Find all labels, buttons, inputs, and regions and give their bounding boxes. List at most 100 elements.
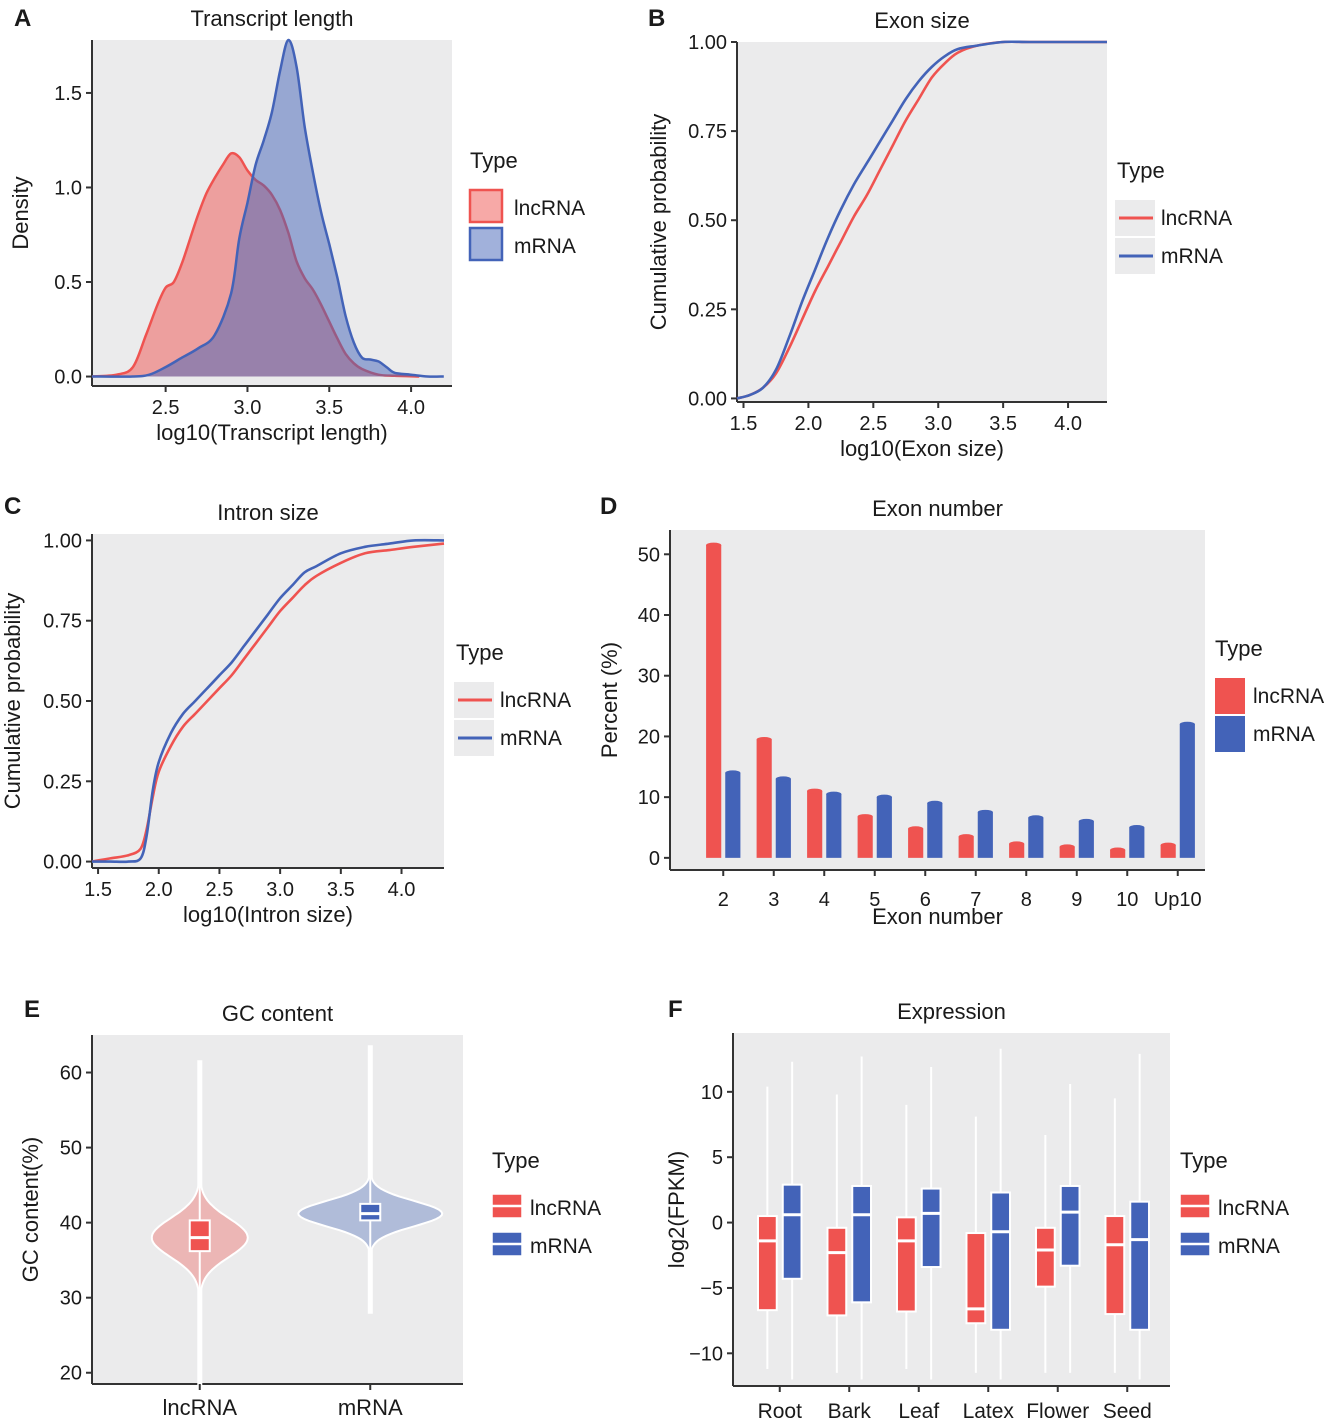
bar-cap	[725, 770, 741, 776]
bar-cap	[756, 736, 772, 742]
y-axis-label: Percent (%)	[597, 642, 622, 758]
bar-mRNA-7	[977, 812, 993, 858]
chart-title: Exon size	[874, 8, 969, 33]
bar-cap	[977, 809, 993, 815]
panel-label: D	[600, 493, 617, 520]
cdf-line-mRNA	[736, 40, 1107, 400]
y-tick-label: 0.25	[43, 771, 82, 793]
x-tick-label: 4.0	[388, 879, 416, 901]
legend-label-mRNA: mRNA	[530, 1235, 592, 1258]
x-tick-label: 3.5	[327, 879, 355, 901]
bar-cap	[1009, 841, 1025, 847]
y-tick-label: 10	[701, 1082, 723, 1104]
plot-background	[733, 1033, 1170, 1386]
x-tick-label: 2.5	[859, 413, 887, 435]
box-lncRNA-Flower	[1034, 1226, 1056, 1288]
x-tick-label: Seed	[1103, 1400, 1152, 1422]
x-tick-label: 3.5	[989, 413, 1017, 435]
violin-box-lncRNA	[188, 1219, 211, 1253]
chart-title: GC content	[222, 1001, 333, 1026]
box-mRNA-Bark	[851, 1184, 873, 1304]
bar-lncRNA-6	[908, 828, 924, 858]
y-tick-label: 0.50	[43, 691, 82, 713]
legend-label-lncRNA: lncRNA	[500, 689, 571, 712]
x-tick-label: 2.0	[145, 879, 173, 901]
x-tick-label: 3.0	[924, 413, 952, 435]
y-tick-label: 5	[712, 1147, 723, 1169]
x-tick-label: Up10	[1154, 889, 1202, 911]
y-tick-label: 40	[60, 1213, 82, 1235]
legend-label-mRNA: mRNA	[514, 235, 576, 258]
box-mRNA-Leaf	[920, 1187, 942, 1269]
x-tick-label: 2.0	[794, 413, 822, 435]
legend-swatch-mRNA	[468, 226, 504, 262]
legend: Type lncRNA mRNA	[1215, 636, 1324, 752]
y-axis-label: Density	[8, 176, 33, 249]
bar-cap	[876, 794, 892, 800]
x-tick-label: 7	[970, 889, 981, 911]
bar-cap	[826, 791, 842, 797]
legend-title: Type	[1215, 636, 1263, 661]
plot-background	[92, 1035, 463, 1384]
x-tick-label: Flower	[1026, 1400, 1089, 1422]
panel-D: 0 10 20 30 40 50 D Exon number Percent (%) Exon n…	[597, 493, 1324, 929]
y-tick-label: 0	[649, 848, 660, 870]
bar-cap	[927, 800, 943, 806]
bar-cap	[958, 834, 974, 840]
bar-cap	[1110, 847, 1126, 853]
y-tick-label: 20	[638, 726, 660, 748]
bar-lncRNA-4	[807, 791, 823, 858]
x-tick-label: Root	[758, 1400, 803, 1422]
bar-cap	[1028, 815, 1044, 821]
y-tick-label: 0.25	[688, 299, 727, 321]
x-tick-label: 4.0	[397, 397, 425, 419]
panel-label: C	[4, 493, 21, 520]
y-tick-label: 0.5	[54, 272, 82, 294]
box-mRNA-Seed	[1129, 1200, 1151, 1331]
plot-background	[92, 534, 444, 868]
legend: Type lncRNA mRNA	[468, 148, 585, 262]
legend: Type lncRNA mRNA	[1179, 1148, 1289, 1258]
bar-cap	[1078, 818, 1094, 824]
bar-mRNA-3	[775, 778, 791, 858]
legend-title: Type	[1180, 1148, 1228, 1173]
bar-cap	[908, 826, 924, 832]
x-tick-label: 9	[1071, 889, 1082, 911]
legend-label-mRNA: mRNA	[500, 727, 562, 750]
y-tick-label: 1.00	[43, 530, 82, 552]
x-tick-label: 3.5	[315, 397, 343, 419]
y-tick-label: 1.0	[54, 177, 82, 199]
chart-title: Transcript length	[190, 6, 353, 31]
x-tick-label: 2.5	[206, 879, 234, 901]
y-tick-label: 0.00	[43, 852, 82, 874]
legend-title: Type	[1117, 158, 1165, 183]
legend-title: Type	[492, 1148, 540, 1173]
x-tick-label: 10	[1116, 889, 1138, 911]
panel-F: −10 −5 0 5 10 F Expression log2(FPKM) Root Bark Le…	[664, 996, 1289, 1422]
x-axis-label: log10(Exon size)	[840, 436, 1004, 461]
box-mRNA-Flower	[1059, 1184, 1081, 1267]
legend: Type lncRNA mRNA	[454, 640, 571, 756]
legend-swatch-lncRNA	[1215, 678, 1245, 714]
panel-label: F	[668, 996, 683, 1023]
box-mRNA-Root	[781, 1183, 803, 1280]
bar-cap	[807, 788, 823, 794]
x-tick-label: Leaf	[898, 1400, 939, 1422]
plot-background	[737, 42, 1107, 402]
panel-A: 0.0 0.5 1.0 1.5 2.5 3.0 3.5 4.0 A Transcript leng…	[8, 5, 585, 445]
bar-lncRNA-Up10	[1160, 845, 1176, 858]
bar-cap	[775, 776, 791, 782]
bar-lncRNA-10	[1110, 849, 1126, 858]
bar-mRNA-4	[826, 794, 842, 858]
bar-mRNA-9	[1078, 821, 1094, 858]
chart-title: Intron size	[217, 500, 319, 525]
violin-box-mRNA	[359, 1202, 382, 1222]
panel-label: A	[14, 5, 31, 32]
bar-cap	[1129, 825, 1145, 830]
y-tick-label: 60	[60, 1063, 82, 1085]
x-tick-label: 6	[920, 889, 931, 911]
x-axis-label: Exon number	[872, 904, 1003, 929]
bar-lncRNA-8	[1009, 843, 1025, 858]
y-tick-label: 1.00	[688, 32, 727, 54]
